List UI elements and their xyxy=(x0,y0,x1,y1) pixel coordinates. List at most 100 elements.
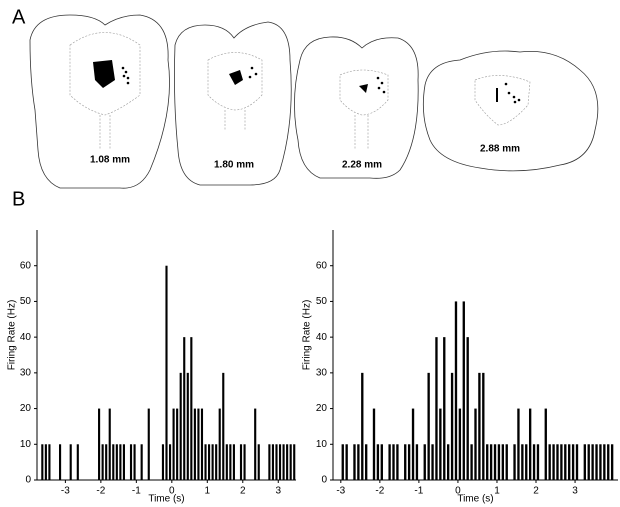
bar xyxy=(427,372,430,480)
bar xyxy=(528,408,532,480)
bar xyxy=(575,444,579,480)
bar xyxy=(388,444,391,480)
y-tick-label: 40 xyxy=(20,332,32,343)
bar xyxy=(98,408,101,480)
y-tick-label: 0 xyxy=(25,475,31,486)
y-tick-label: 0 xyxy=(321,475,327,486)
bar xyxy=(58,444,62,480)
bar xyxy=(232,444,235,480)
bar xyxy=(517,408,520,480)
bar xyxy=(478,372,481,480)
brain-sections xyxy=(29,14,599,189)
x-tick-label: -1 xyxy=(414,486,423,497)
y-tick-label: 40 xyxy=(316,332,328,343)
bar xyxy=(108,408,111,480)
bar xyxy=(357,444,360,480)
bar xyxy=(525,444,528,480)
bar xyxy=(571,444,575,480)
bar xyxy=(341,444,344,480)
x-tick-label: -1 xyxy=(132,486,141,497)
bar xyxy=(470,444,473,480)
y-tick-label: 50 xyxy=(20,296,32,307)
bar xyxy=(489,444,493,480)
bar xyxy=(462,301,465,480)
y-axis-label: Firing Rate (Hz) xyxy=(7,300,18,371)
bar xyxy=(486,444,489,480)
bar xyxy=(404,444,407,480)
bar xyxy=(179,372,182,480)
bar xyxy=(564,444,567,480)
bar xyxy=(225,444,228,480)
x-tick-label: 3 xyxy=(572,486,578,497)
bar xyxy=(423,444,426,480)
bar xyxy=(415,444,419,480)
bar xyxy=(610,444,614,480)
x-tick-label: -3 xyxy=(61,486,70,497)
bar xyxy=(69,444,72,480)
bar xyxy=(222,372,225,480)
bar xyxy=(229,444,232,480)
x-tick-label: 0 xyxy=(455,486,461,497)
bar xyxy=(380,444,383,480)
bar xyxy=(165,265,168,480)
x-axis-label: Time (s) xyxy=(148,494,184,505)
bar xyxy=(239,444,243,480)
panel-label: A xyxy=(12,6,26,28)
bar xyxy=(431,444,434,480)
bar xyxy=(204,444,207,480)
y-tick-label: 30 xyxy=(20,367,32,378)
bar xyxy=(147,408,150,480)
x-tick-label: 1 xyxy=(494,486,500,497)
y-tick-label: 30 xyxy=(316,367,328,378)
bar xyxy=(48,444,51,480)
bar xyxy=(243,444,246,480)
bar xyxy=(289,444,292,480)
bar xyxy=(122,444,125,480)
bar xyxy=(101,444,104,480)
bar xyxy=(532,444,536,480)
bar xyxy=(286,444,289,480)
y-tick-label: 20 xyxy=(20,403,32,414)
bar xyxy=(595,444,598,480)
bar xyxy=(587,444,590,480)
bar xyxy=(190,337,193,480)
bar xyxy=(41,444,44,480)
bar xyxy=(278,444,282,480)
bar xyxy=(365,444,368,480)
bar xyxy=(268,444,271,480)
bar xyxy=(556,444,559,480)
bar xyxy=(536,444,540,480)
bar xyxy=(257,444,260,480)
x-tick-label: 3 xyxy=(275,486,281,497)
bar xyxy=(599,444,602,480)
y-tick-label: 50 xyxy=(316,296,328,307)
bar xyxy=(493,444,497,480)
x-tick-label: 2 xyxy=(533,486,539,497)
y-tick-label: 60 xyxy=(316,260,328,271)
y-tick-label: 10 xyxy=(20,439,32,450)
bar xyxy=(211,444,214,480)
bar xyxy=(76,444,79,480)
panel-label: B xyxy=(12,188,25,210)
bar xyxy=(193,408,196,480)
x-tick-label: -2 xyxy=(96,486,105,497)
bar xyxy=(603,444,606,480)
bar xyxy=(215,444,218,480)
bar xyxy=(271,444,275,480)
bar xyxy=(591,444,594,480)
x-tick-label: 0 xyxy=(169,486,175,497)
bar xyxy=(275,444,278,480)
bar xyxy=(376,444,380,480)
bar xyxy=(583,444,586,480)
bar xyxy=(501,444,504,480)
bar xyxy=(119,444,122,480)
bar xyxy=(105,444,108,480)
bar xyxy=(435,337,438,480)
x-tick-label: 2 xyxy=(240,486,246,497)
bar xyxy=(396,444,399,480)
bar xyxy=(474,408,477,480)
x-axis-label: Time (s) xyxy=(457,494,493,505)
section-label: 2.28 mm xyxy=(342,160,382,171)
bar xyxy=(254,408,257,480)
bar xyxy=(183,337,186,480)
